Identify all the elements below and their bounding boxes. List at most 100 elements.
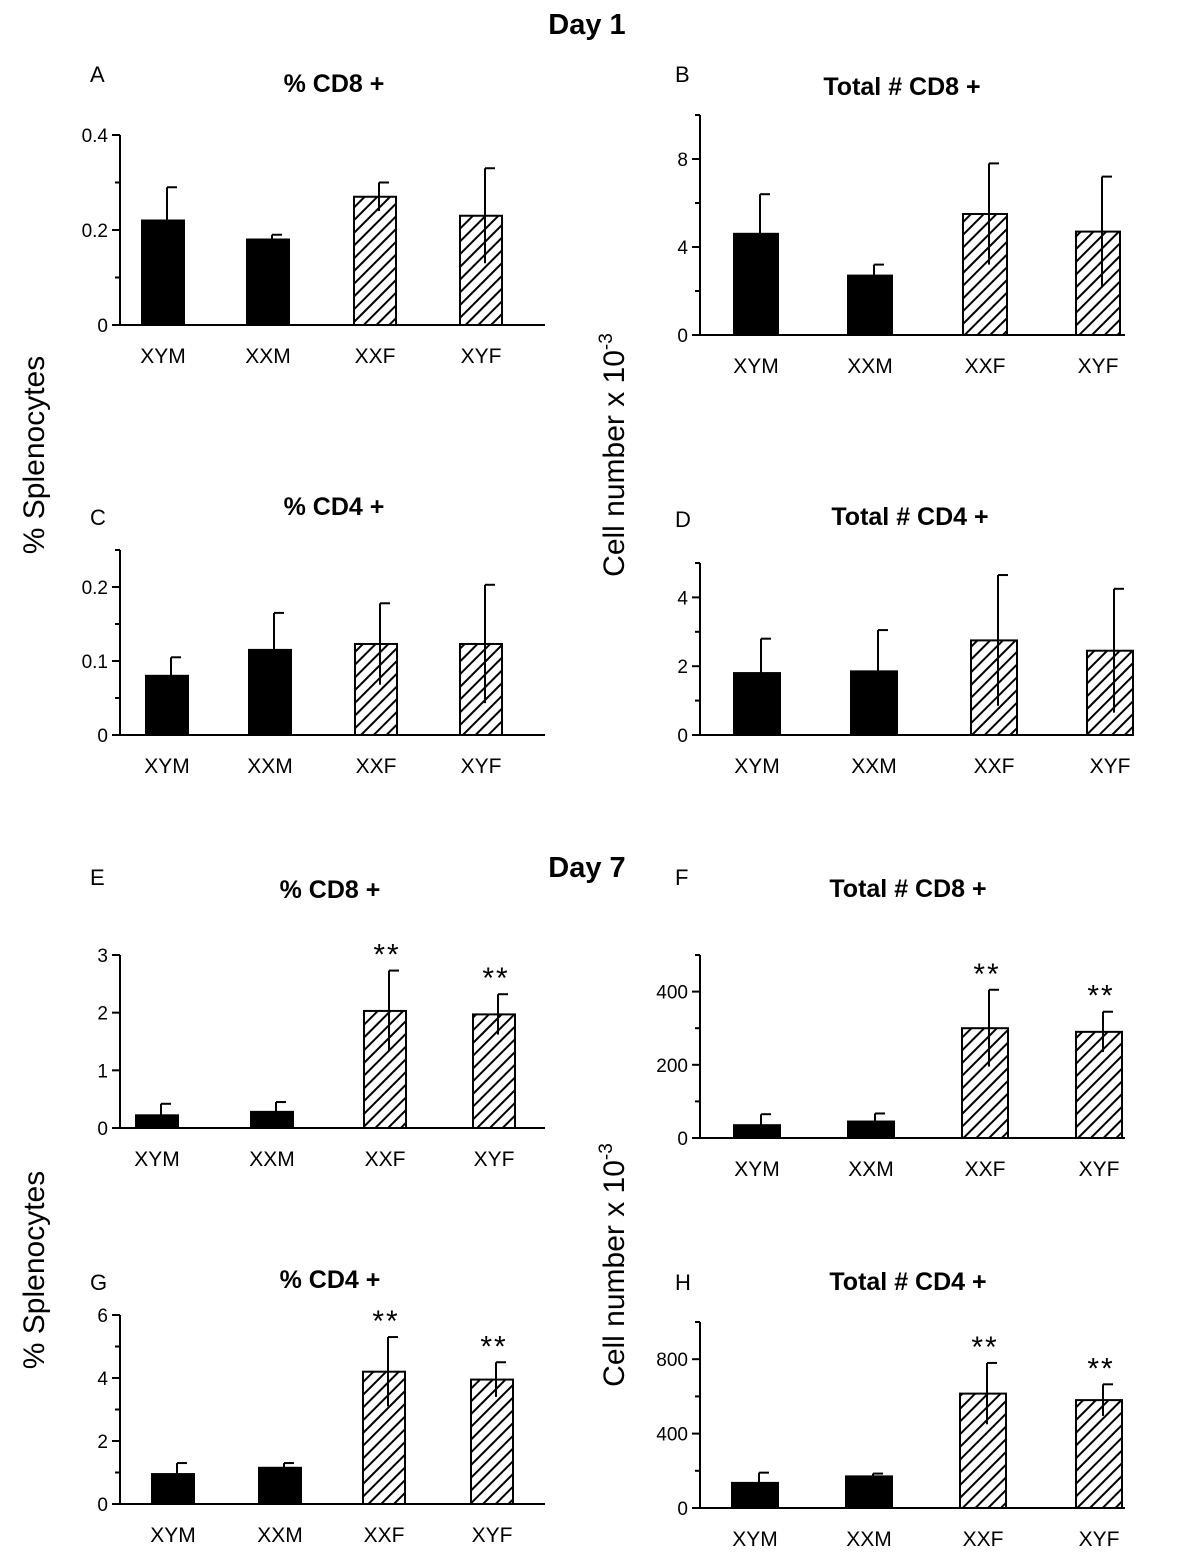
x-category-label: XXM	[846, 1528, 892, 1551]
panel-title: % CD4 +	[280, 1266, 381, 1294]
x-category-label: XYM	[140, 345, 186, 368]
panel-f: F Total # CD8 + 0 200 400 XYM XXM XXF ** XYF **	[656, 865, 1125, 1181]
bar-xxf	[353, 195, 397, 326]
bar-xym	[141, 219, 185, 326]
panel-c: C % CD4 + 0 0.1 0.2 XYM XXM XXF XYF	[82, 493, 545, 778]
x-category-label: XYM	[734, 1158, 780, 1181]
x-category-label: XXF	[365, 1148, 406, 1171]
x-category-label: XXM	[851, 755, 897, 778]
x-category-label: XXF	[963, 1528, 1004, 1551]
panel-d: D Total # CD4 + 0 2 4 XYM XXM XXF XYF	[675, 503, 1134, 778]
x-category-label: XXF	[965, 1158, 1006, 1181]
panel-a: A % CD8 + 0 0.2 0.4 XYM XXM XXF XYF	[82, 62, 545, 368]
ylabel-percent-day7: % Splenocytes	[18, 1171, 51, 1369]
significance-marker: **	[480, 1330, 507, 1363]
x-category-label: XXM	[249, 1148, 295, 1171]
ylabel-percent-day1: % Splenocytes	[18, 356, 51, 554]
panel-title: % CD8 +	[280, 876, 381, 904]
y-tick-label: 0	[97, 316, 108, 337]
ylabel-count-main: Cell number x 10	[598, 350, 631, 577]
x-category-label: XYF	[1090, 755, 1131, 778]
x-category-label: XXM	[847, 355, 893, 378]
panel-letter: H	[675, 1270, 691, 1295]
x-category-label: XYF	[1079, 1158, 1120, 1181]
x-category-label: XYM	[732, 1528, 778, 1551]
bar-xym	[733, 1124, 781, 1139]
bar-xxf	[362, 1370, 406, 1505]
ylabel-count-exponent: -3	[596, 1143, 617, 1160]
panel-letter: F	[675, 865, 688, 890]
y-tick-label: 1	[97, 1061, 108, 1082]
y-tick-label: 0.2	[82, 578, 108, 599]
bar-xym	[151, 1473, 195, 1505]
day7-title: Day 7	[548, 852, 625, 884]
significance-marker: **	[482, 962, 509, 995]
x-category-label: XYF	[472, 1524, 513, 1547]
x-category-label: XYM	[150, 1524, 196, 1547]
panel-e: E % CD8 + 0 1 2 3 XYM XXM XXF ** XYF **	[90, 865, 545, 1171]
significance-marker: **	[373, 939, 400, 972]
significance-marker: **	[971, 1331, 998, 1364]
panel-title: Total # CD4 +	[829, 1268, 986, 1296]
bar-xyf	[1075, 1399, 1123, 1509]
x-category-label: XXF	[965, 355, 1006, 378]
bar-xyf	[459, 214, 503, 326]
bar-xxf	[970, 639, 1018, 737]
y-tick-label: 0.2	[82, 221, 108, 242]
bar-xxm	[250, 1110, 294, 1130]
y-tick-label: 4	[677, 588, 688, 609]
bar-xxm	[248, 648, 292, 737]
panel-letter: G	[90, 1270, 107, 1295]
y-tick-label: 3	[97, 946, 108, 967]
y-tick-label: 400	[656, 983, 688, 1004]
panel-b: B Total # CD8 + 0 4 8 XYM XXM XXF XYF	[675, 62, 1125, 378]
y-tick-label: 0	[677, 1499, 688, 1520]
x-category-label: XYF	[461, 345, 502, 368]
bar-xxm	[847, 274, 893, 337]
bar-xyf	[459, 642, 503, 736]
x-category-label: XYM	[134, 1148, 180, 1171]
y-tick-label: 4	[677, 238, 688, 259]
bar-xxf	[961, 1027, 1009, 1139]
ylabel-count-day1: Cell number x 10-3	[596, 333, 631, 577]
panel-letter: C	[90, 505, 106, 530]
bar-xxf	[962, 213, 1008, 336]
bar-xxf	[959, 1392, 1007, 1509]
panel-title: % CD8 +	[284, 70, 385, 98]
significance-marker: **	[1087, 1352, 1114, 1385]
bar-xxf	[363, 1009, 407, 1129]
bar-xyf	[472, 1013, 516, 1129]
bar-xym	[145, 674, 189, 736]
panel-letter: B	[675, 62, 690, 87]
bar-xyf	[1075, 1030, 1123, 1139]
day1-title: Day 1	[548, 9, 625, 41]
y-tick-label: 0	[97, 1495, 108, 1516]
y-tick-label: 0	[97, 1119, 108, 1140]
y-tick-label: 0	[677, 726, 688, 747]
y-tick-label: 4	[97, 1369, 108, 1390]
bar-xym	[731, 1481, 779, 1510]
y-tick-label: 200	[656, 1056, 688, 1077]
y-tick-label: 6	[97, 1306, 108, 1327]
x-category-label: XYM	[734, 755, 780, 778]
x-category-label: XXM	[247, 755, 293, 778]
x-category-label: XXM	[848, 1158, 894, 1181]
panel-letter: A	[90, 62, 105, 87]
x-category-label: XXF	[974, 755, 1015, 778]
ylabel-count-day7: Cell number x 10-3	[596, 1143, 631, 1387]
panel-title: Total # CD8 +	[829, 875, 986, 903]
panel-g: G % CD4 + 0 2 4 6 XYM XXM XXF ** XYF **	[90, 1266, 545, 1547]
x-category-label: XYF	[461, 755, 502, 778]
y-tick-label: 0	[677, 326, 688, 347]
y-tick-label: 800	[656, 1350, 688, 1371]
y-tick-label: 0	[97, 726, 108, 747]
y-tick-label: 2	[97, 1004, 108, 1025]
x-category-label: XYF	[1079, 1528, 1120, 1551]
bar-xym	[135, 1114, 179, 1130]
bar-xxm	[845, 1475, 893, 1510]
y-tick-label: 0.1	[82, 652, 108, 673]
panel-title: Total # CD8 +	[823, 73, 980, 101]
bar-xxm	[258, 1466, 302, 1506]
bar-xyf	[1075, 230, 1121, 337]
bar-xym	[733, 672, 781, 737]
